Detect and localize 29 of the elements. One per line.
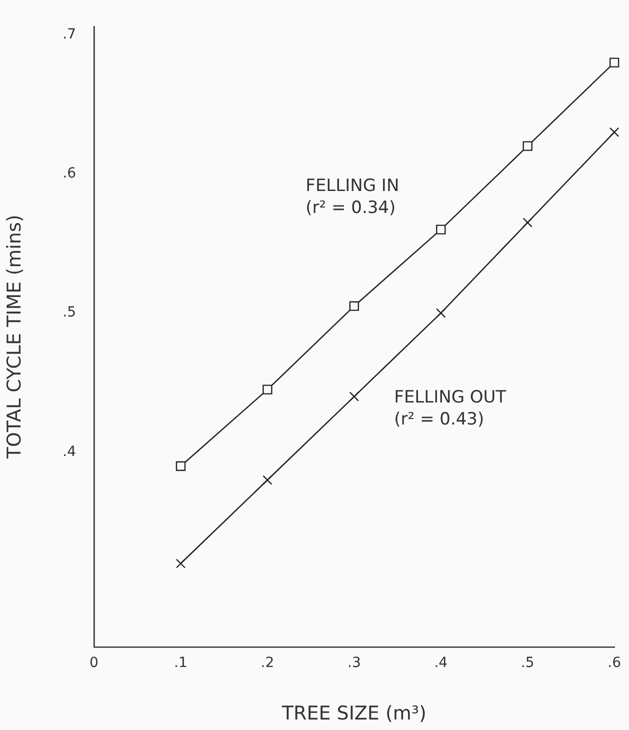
point <box>436 308 446 318</box>
x-tick-label: .2 <box>260 655 274 672</box>
x-tick-label: .5 <box>520 655 534 672</box>
y-tick-label: .5 <box>62 304 76 321</box>
point <box>349 301 360 311</box>
x-tick-label: 0 <box>90 655 98 672</box>
y-axis-title: TOTAL CYCLE TIME (mins) <box>3 214 26 460</box>
point <box>349 392 360 402</box>
annotation: (r² = 0.43) <box>394 410 484 430</box>
x-tick-label: .6 <box>608 655 622 672</box>
point <box>609 127 620 137</box>
y-tick-label: .6 <box>62 166 76 182</box>
point <box>176 461 186 471</box>
point <box>522 141 532 151</box>
x-tick-label: .4 <box>434 655 448 672</box>
x-axis-title: TREE SIZE (m³) <box>280 702 426 725</box>
series-label: FELLING OUT <box>394 388 507 408</box>
point <box>262 475 272 485</box>
y-tick-label: .4 <box>62 444 76 460</box>
text: FELLING IN <box>306 176 400 196</box>
y-tick-label: .7 <box>62 26 76 42</box>
point <box>609 58 620 68</box>
x-tick-label: .3 <box>347 655 361 672</box>
annotation: (r² = 0.34) <box>306 198 396 218</box>
point <box>522 218 532 228</box>
point <box>262 384 272 394</box>
x-tick-label: .1 <box>174 655 188 672</box>
point <box>176 558 186 568</box>
point <box>436 224 446 234</box>
